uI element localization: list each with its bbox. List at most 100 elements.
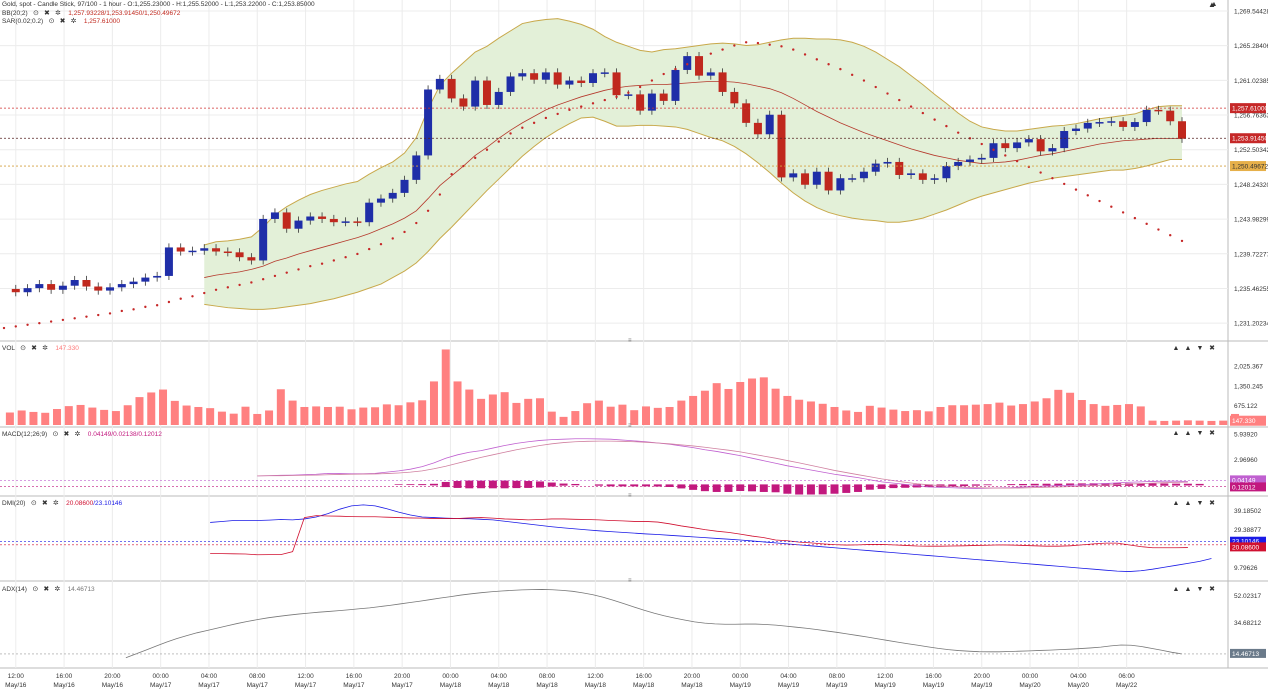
sar-dot (709, 52, 712, 55)
sar-dot (956, 131, 960, 134)
gear-icon[interactable]: ✲ (70, 18, 77, 25)
volume-bar (1183, 420, 1192, 425)
close-icon[interactable]: ✖ (63, 431, 70, 438)
move-up-icon[interactable]: ▲ (1184, 430, 1192, 437)
time-tick-label: 06:00 (1118, 673, 1135, 680)
move-up-icon[interactable]: ▲ (1172, 586, 1180, 593)
volume-bar (653, 407, 662, 425)
close-icon[interactable]: ✖ (1209, 345, 1215, 352)
macd-histogram-bar (748, 484, 757, 492)
volume-bar (960, 405, 969, 425)
close-icon[interactable]: ✖ (1209, 586, 1215, 593)
bb-values: 1,257.93228/1,253.91450/1,250.49672 (68, 10, 181, 17)
macd-histogram-bar (759, 484, 768, 492)
volume-bar (359, 407, 368, 425)
sar-dot (73, 317, 76, 320)
move-up-icon[interactable]: ▲ (1172, 345, 1180, 352)
move-up-icon[interactable]: ▲ (1172, 500, 1180, 507)
dmi-plus-line (210, 515, 1188, 556)
close-icon[interactable]: ✖ (31, 345, 38, 352)
volume-bar (217, 411, 226, 425)
sar-value: 1,257.61000 (83, 18, 120, 25)
candle-body (848, 178, 857, 180)
macd-values: 0.04149/0.02138/0.12012 (87, 431, 162, 438)
eye-icon[interactable]: ⊙ (30, 500, 37, 507)
volume-bar (64, 406, 73, 425)
bb-label: BB(20;2) (2, 10, 28, 17)
sar-dot (803, 53, 807, 56)
sar-dot (191, 295, 194, 298)
panel-splitter[interactable]: ≡ (628, 338, 632, 344)
time-tick-label: 04:00 (780, 673, 797, 680)
volume-bar (1195, 420, 1204, 425)
time-tick-label: 12:00 (587, 673, 604, 680)
move-down-icon[interactable]: ▼ (1196, 500, 1204, 507)
move-up-icon[interactable]: ▲ (1184, 345, 1192, 352)
move-down-icon[interactable]: ▼ (1196, 586, 1204, 593)
close-icon[interactable]: ✖ (41, 500, 48, 507)
candle-body (907, 173, 916, 175)
sar-dot (474, 156, 477, 160)
close-icon[interactable]: ✖ (1209, 500, 1215, 507)
price-tick-label: 1,231.20234 (1234, 321, 1268, 328)
time-tick-label: 00:00 (1022, 673, 1039, 680)
panel-splitter[interactable]: ≡ (628, 423, 632, 429)
candle-body (647, 93, 656, 111)
gear-icon[interactable]: ✲ (52, 500, 59, 507)
scroll-up-icon[interactable]: ▲ (1208, 0, 1216, 9)
dmi-tag-label: 23.10146 (1232, 539, 1259, 546)
close-icon[interactable]: ✖ (59, 18, 66, 25)
date-tick-label: May/17 (198, 682, 220, 689)
dmi-panel (0, 504, 1228, 572)
gear-icon[interactable]: ✲ (74, 431, 81, 438)
sar-dot (1121, 211, 1125, 214)
collapse-up-icon[interactable]: ▲ (1210, 1, 1218, 8)
volume-bar (53, 409, 62, 425)
candle-body (353, 221, 362, 223)
time-tick-label: 04:00 (1070, 673, 1087, 680)
candle-body (895, 161, 904, 175)
volume-bar (983, 404, 992, 425)
move-up-icon[interactable]: ▲ (1172, 430, 1180, 437)
gear-icon[interactable]: ✲ (55, 10, 61, 17)
gear-icon[interactable]: ✲ (42, 345, 49, 352)
macd-histogram-bar (901, 484, 910, 488)
candle-body (530, 73, 539, 80)
macd-histogram-bar (441, 481, 450, 488)
eye-icon[interactable]: ⊙ (33, 10, 39, 17)
candle-body (624, 94, 633, 96)
sar-dot (909, 105, 913, 108)
volume-bar (936, 406, 945, 425)
eye-icon[interactable]: ⊙ (48, 18, 55, 25)
eye-icon[interactable]: ⊙ (32, 586, 39, 593)
sar-dot (980, 142, 983, 146)
close-icon[interactable]: ✖ (43, 586, 50, 593)
macd-panel-controls: ▲ ▲ ▼ ✖ (1170, 429, 1218, 437)
macd-histogram-bar (1136, 483, 1145, 486)
volume-bar (854, 411, 863, 425)
close-icon[interactable]: ✖ (1209, 430, 1215, 437)
macd-histogram-bar (854, 484, 863, 492)
volume-bar (1148, 420, 1157, 425)
eye-icon[interactable]: ⊙ (20, 345, 27, 352)
volume-bar (429, 381, 438, 425)
volume-bar (406, 402, 415, 425)
gear-icon[interactable]: ✲ (54, 586, 61, 593)
time-tick-label: 12:00 (297, 673, 314, 680)
move-up-icon[interactable]: ▲ (1184, 500, 1192, 507)
macd-histogram-bar (594, 484, 603, 486)
axes: 1,269.54428 1,265.28406 1,261.02385 1,256.7… (0, 8, 1268, 689)
volume-bar (418, 400, 427, 425)
close-icon[interactable]: ✖ (44, 10, 50, 17)
move-down-icon[interactable]: ▼ (1196, 430, 1204, 437)
macd-histogram-bar (1183, 483, 1192, 486)
eye-icon[interactable]: ⊙ (52, 431, 59, 438)
panel-splitter[interactable]: ≡ (628, 493, 632, 499)
sar-dot (521, 126, 524, 129)
volume-bar (111, 411, 120, 425)
panel-splitter[interactable]: ≡ (628, 578, 632, 584)
candle-body (541, 72, 550, 80)
sar-dot (38, 321, 41, 325)
move-up-icon[interactable]: ▲ (1184, 586, 1192, 593)
move-down-icon[interactable]: ▼ (1196, 345, 1204, 352)
